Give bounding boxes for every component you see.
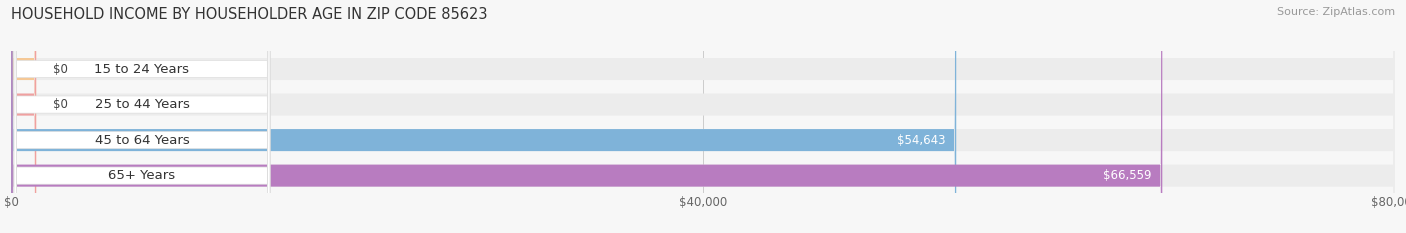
FancyBboxPatch shape <box>11 0 37 233</box>
Text: 15 to 24 Years: 15 to 24 Years <box>94 62 190 75</box>
FancyBboxPatch shape <box>11 0 1395 233</box>
FancyBboxPatch shape <box>14 0 270 233</box>
FancyBboxPatch shape <box>11 0 956 233</box>
FancyBboxPatch shape <box>14 0 270 233</box>
FancyBboxPatch shape <box>11 0 1395 233</box>
Text: Source: ZipAtlas.com: Source: ZipAtlas.com <box>1277 7 1395 17</box>
Text: 45 to 64 Years: 45 to 64 Years <box>94 134 190 147</box>
Text: 25 to 44 Years: 25 to 44 Years <box>94 98 190 111</box>
Text: $0: $0 <box>53 62 67 75</box>
Text: HOUSEHOLD INCOME BY HOUSEHOLDER AGE IN ZIP CODE 85623: HOUSEHOLD INCOME BY HOUSEHOLDER AGE IN Z… <box>11 7 488 22</box>
Text: $0: $0 <box>53 98 67 111</box>
FancyBboxPatch shape <box>11 0 1395 233</box>
Text: $66,559: $66,559 <box>1102 169 1152 182</box>
Text: $54,643: $54,643 <box>897 134 945 147</box>
FancyBboxPatch shape <box>11 0 1395 233</box>
FancyBboxPatch shape <box>11 0 37 233</box>
Text: 65+ Years: 65+ Years <box>108 169 176 182</box>
FancyBboxPatch shape <box>14 0 270 233</box>
FancyBboxPatch shape <box>14 0 270 233</box>
FancyBboxPatch shape <box>11 0 1163 233</box>
